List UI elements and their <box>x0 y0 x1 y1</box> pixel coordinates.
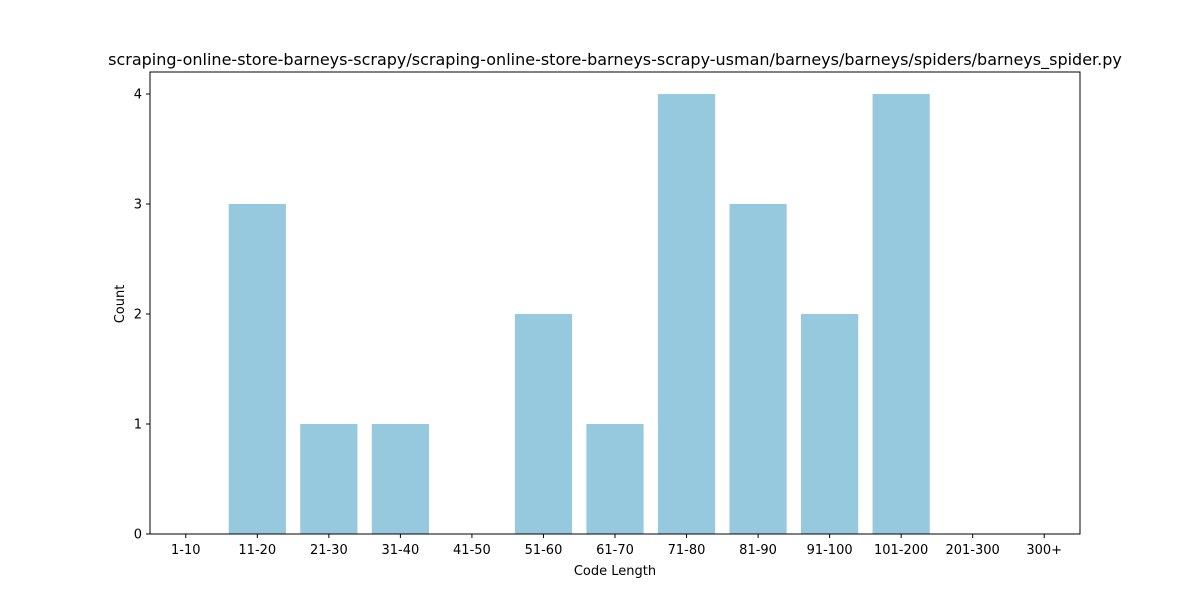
bar-71-80 <box>657 94 716 534</box>
bars-layer <box>228 94 930 534</box>
bar-61-70 <box>586 424 644 534</box>
y-tick-label: 0 <box>134 528 142 543</box>
x-tick-label: 61-70 <box>596 543 634 558</box>
x-tick-label: 31-40 <box>381 543 419 558</box>
y-tick-label: 3 <box>134 198 142 213</box>
chart-title: scraping-online-store-barneys-scrapy/scr… <box>108 50 1122 70</box>
bar-81-90 <box>729 204 787 534</box>
bar-11-20 <box>228 204 286 534</box>
x-tick-label: 11-20 <box>238 543 276 558</box>
x-tick-label: 41-50 <box>453 543 491 558</box>
bar-101-200 <box>872 94 930 534</box>
x-tick-label: 101-200 <box>874 543 928 558</box>
y-axis-label: Count <box>113 285 128 324</box>
x-tick-label: 71-80 <box>668 543 706 558</box>
y-tick-label: 4 <box>134 88 142 103</box>
bar-31-40 <box>371 424 429 534</box>
bar-91-100 <box>801 314 859 534</box>
y-tick-label: 1 <box>134 418 142 433</box>
x-tick-label: 21-30 <box>310 543 348 558</box>
bar-51-60 <box>514 314 573 534</box>
x-tick-label: 51-60 <box>525 543 563 558</box>
x-tick-label: 300+ <box>1026 543 1062 558</box>
axes-layer: 1-10 11-20 21-30 31-40 41-50 51-60 61-70 71-80 8… <box>134 71 1081 558</box>
x-axis-label: Code Length <box>574 564 656 579</box>
x-tick-label: 81-90 <box>739 543 777 558</box>
bar-21-30 <box>300 424 358 534</box>
x-tick-label: 91-100 <box>807 543 853 558</box>
x-tick-label: 201-300 <box>946 543 1000 558</box>
y-tick-label: 2 <box>134 308 142 323</box>
x-tick-label: 1-10 <box>171 543 201 558</box>
